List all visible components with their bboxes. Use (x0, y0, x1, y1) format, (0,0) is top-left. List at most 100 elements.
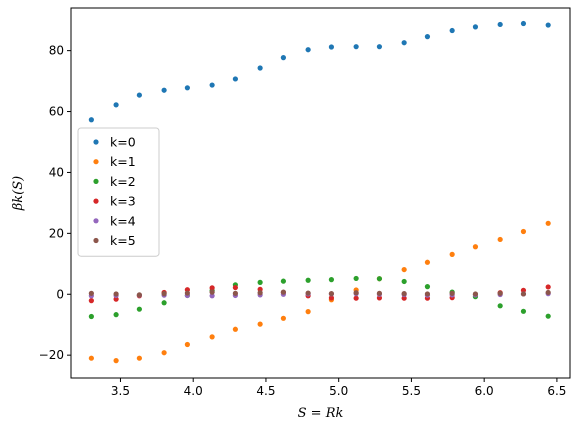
x-axis-label: S = Rk (298, 406, 344, 421)
x-tick-label-2: 4.5 (256, 384, 275, 398)
x-tick-label-3: 5.0 (329, 384, 348, 398)
point-k=1-14 (424, 259, 431, 265)
x-axis: 3.5 4.0 4.5 5.0 5.5 6.0 6.5 (111, 378, 566, 398)
point-k=5-3 (161, 291, 167, 297)
point-k=2-7 (257, 279, 263, 285)
point-k=0-8 (280, 55, 286, 61)
point-k=0-5 (209, 82, 215, 88)
legend-marker-k=0 (93, 139, 99, 145)
point-k=1-3 (161, 350, 167, 356)
y-tick-label-1: 0 (56, 287, 64, 301)
legend-entry-k=5: k=5 (110, 233, 136, 248)
point-k=1-6 (232, 326, 238, 332)
point-k=0-1 (113, 102, 119, 108)
y-axis-label: βk(S) (11, 176, 26, 211)
point-k=0-16 (472, 24, 479, 30)
point-k=2-11 (353, 275, 359, 282)
point-k=5-14 (424, 291, 431, 297)
point-k=0-18 (520, 20, 527, 27)
point-k=0-13 (401, 40, 407, 46)
point-k=5-8 (280, 289, 286, 295)
point-k=5-11 (353, 290, 359, 296)
legend-entry-k=0: k=0 (110, 135, 136, 150)
point-k=0-10 (328, 44, 335, 50)
point-k=5-12 (376, 290, 383, 296)
legend-entry-k=1: k=1 (110, 154, 136, 169)
point-k=5-7 (257, 290, 263, 296)
point-k=0-4 (184, 85, 190, 91)
point-k=3-11 (353, 295, 359, 301)
point-k=2-0 (88, 313, 94, 320)
point-k=3-1 (113, 296, 119, 302)
point-k=2-10 (328, 277, 335, 283)
point-k=1-7 (257, 321, 263, 327)
point-k=0-15 (449, 27, 455, 34)
point-k=3-19 (545, 284, 551, 290)
point-k=0-3 (161, 87, 167, 93)
legend-marker-k=2 (93, 178, 99, 184)
x-tick-label-5: 6.0 (475, 384, 494, 398)
point-k=0-11 (353, 44, 359, 50)
point-k=5-1 (113, 291, 119, 297)
point-k=2-14 (424, 284, 431, 290)
point-k=1-16 (472, 244, 479, 250)
point-k=5-4 (184, 290, 190, 296)
y-tick-label-5: 80 (49, 44, 64, 58)
point-k=3-18 (520, 287, 527, 293)
point-k=1-8 (280, 315, 286, 321)
legend-marker-k=1 (93, 159, 99, 165)
point-k=5-6 (232, 290, 238, 296)
point-k=1-0 (88, 355, 94, 361)
y-tick-label-4: 60 (49, 105, 64, 119)
point-k=3-5 (209, 285, 215, 291)
x-tick-label-4: 5.5 (402, 384, 421, 398)
y-tick-label-2: 20 (49, 226, 64, 240)
point-k=2-19 (545, 313, 551, 319)
point-k=0-0 (88, 117, 94, 123)
point-k=0-14 (424, 34, 431, 40)
point-k=0-2 (136, 92, 142, 98)
point-k=2-12 (376, 276, 383, 282)
point-k=5-15 (449, 290, 455, 296)
point-k=0-9 (305, 47, 311, 53)
legend-entry-k=2: k=2 (110, 174, 136, 189)
legend-box (77, 127, 160, 257)
point-k=5-18 (520, 291, 527, 297)
point-k=0-12 (376, 44, 383, 50)
point-k=2-9 (305, 277, 311, 283)
point-k=5-16 (472, 291, 479, 297)
point-k=0-19 (545, 22, 551, 28)
legend-marker-k=3 (93, 198, 99, 204)
point-k=3-6 (232, 284, 238, 291)
point-k=5-2 (136, 292, 142, 298)
point-k=2-17 (497, 303, 503, 309)
point-k=0-17 (497, 21, 503, 28)
point-k=1-17 (497, 236, 503, 243)
point-k=2-8 (280, 278, 286, 284)
x-tick-label-1: 4.0 (184, 384, 203, 398)
legend-marker-k=5 (93, 237, 99, 244)
point-k=1-19 (545, 220, 551, 226)
point-k=1-15 (449, 251, 455, 257)
legend: k=0 k=1 k=2 k=3 k=4 k=5 (77, 127, 160, 257)
point-k=5-17 (497, 290, 503, 296)
point-k=1-5 (209, 334, 215, 340)
point-k=2-2 (136, 306, 142, 312)
point-k=3-13 (401, 295, 407, 301)
x-tick-label-0: 3.5 (111, 384, 130, 398)
point-k=1-18 (520, 228, 527, 235)
point-k=5-13 (401, 291, 407, 297)
point-k=1-4 (184, 341, 190, 348)
point-k=2-1 (113, 312, 119, 318)
y-axis: −20 0 20 40 60 80 (39, 44, 71, 362)
point-k=2-13 (401, 278, 407, 285)
point-k=5-0 (88, 290, 94, 296)
point-k=1-1 (113, 358, 119, 364)
data-points (88, 20, 551, 364)
point-k=2-18 (520, 308, 527, 314)
point-k=5-10 (328, 291, 335, 297)
point-k=3-0 (88, 298, 94, 304)
point-k=1-13 (401, 266, 407, 273)
point-k=1-2 (136, 355, 142, 361)
legend-entry-k=4: k=4 (110, 213, 136, 228)
